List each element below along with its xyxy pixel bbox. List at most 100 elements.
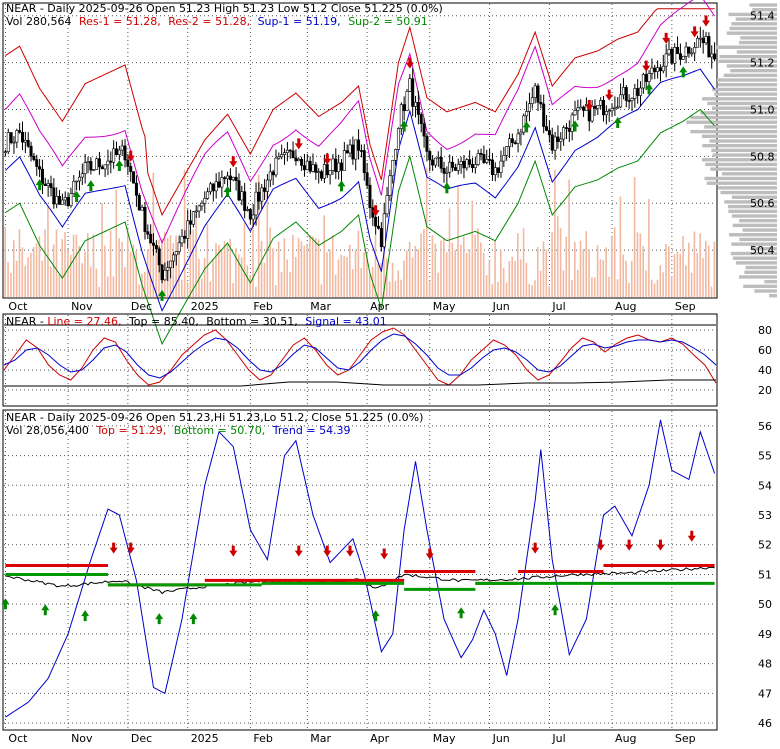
volume-bar [32, 247, 35, 297]
volume-profile-bar [719, 54, 777, 59]
candle-body [58, 195, 62, 205]
candle-body [582, 106, 586, 111]
candle-body [394, 149, 398, 161]
volume-bar [4, 226, 7, 297]
volume-bar [403, 260, 405, 297]
volume-bar [220, 250, 223, 297]
volume-bar [551, 232, 553, 297]
candle-body [89, 161, 93, 171]
candle-body [579, 106, 583, 109]
candle-body [217, 181, 221, 188]
candle-body [468, 159, 472, 165]
volume-bar [186, 282, 189, 297]
candle-body [428, 151, 432, 161]
volume-bar [534, 280, 536, 297]
candle-body [311, 164, 315, 172]
candle-body [55, 195, 59, 205]
candle-body [670, 49, 674, 64]
volume-bar [303, 245, 306, 297]
trend-buy-arrow [189, 613, 198, 625]
volume-bar [454, 250, 457, 297]
candle-body [228, 175, 232, 181]
volume-bar [314, 238, 317, 297]
trend-sell-arrow [687, 530, 696, 542]
candle-body [129, 166, 133, 172]
candle-body [453, 167, 457, 171]
volume-bar [460, 244, 462, 297]
candle-body [607, 110, 611, 112]
signal-arrows [35, 15, 711, 301]
volume-profile-bar [707, 101, 777, 106]
candle-body [564, 127, 568, 129]
sell-arrow [605, 89, 614, 101]
trend-y-tick-label: 55 [758, 450, 772, 463]
volume-bar [537, 247, 539, 297]
trend-sell-arrow [380, 548, 389, 560]
candle-body [337, 162, 341, 173]
candle-body [713, 53, 717, 60]
trend-buy-arrow [81, 610, 90, 622]
volume-bar [571, 280, 573, 297]
price-stats: Vol 280,564 Res-1 = 51.28, Res-2 = 51.28… [6, 15, 428, 28]
volume-bar [596, 245, 599, 297]
volume-bar [497, 281, 499, 297]
candle-body [710, 53, 714, 58]
volume-profile-bar [717, 78, 777, 82]
volume-profile-bar [704, 176, 777, 181]
volume-profile-bar [736, 50, 777, 54]
candle-body [72, 180, 76, 194]
volume-bar [633, 177, 636, 297]
volume-bar [346, 257, 348, 297]
candle-body [653, 67, 657, 72]
candle-body [377, 225, 381, 229]
candle-body [690, 52, 694, 55]
candle-body [593, 106, 597, 109]
volume-bar [437, 272, 439, 297]
trend-x-ticks: Oct Nov Dec 2025 Feb Mar Apr May Jun Jul Aug Sep [8, 732, 695, 745]
volume-bar [383, 217, 385, 297]
candle-body [257, 191, 261, 202]
volume-bar [109, 230, 112, 297]
candle-body [149, 233, 153, 244]
trend-sell-arrow [656, 539, 665, 551]
candle-body [379, 228, 383, 248]
volume-bar [223, 240, 226, 297]
candle-body [599, 100, 603, 106]
candle-body [630, 98, 634, 101]
trend-x-tick-label: Jun [492, 732, 510, 745]
candle-body [664, 53, 668, 67]
volume-bar [602, 260, 605, 297]
candle-body [21, 132, 25, 143]
candle-body [211, 183, 215, 192]
candle-body [234, 176, 238, 181]
candle-body [354, 139, 358, 160]
price-x-tick-label: Mar [310, 300, 331, 313]
volume-bar [656, 279, 659, 297]
volume-bar [18, 229, 21, 297]
trend-sell-arrow [531, 542, 540, 554]
volume-bar [699, 233, 701, 297]
volume-bar [260, 240, 263, 297]
candle-body [35, 159, 39, 167]
candle-body [408, 78, 412, 92]
candle-body [678, 53, 682, 60]
candle-body [613, 106, 617, 109]
trend-top-label: Top = 51.29, [95, 424, 166, 437]
volume-bar [702, 258, 704, 297]
volume-profile-bar [729, 233, 777, 237]
volume-bar [363, 252, 365, 297]
oscillator-top-label: Top = 85.40, [128, 315, 199, 328]
buy-arrow [223, 185, 232, 197]
volume-bar [613, 227, 616, 297]
volume-bar [690, 272, 693, 297]
trend-x-tick-label: 2025 [191, 732, 219, 745]
volume-bar [84, 251, 86, 297]
volume-profile-bar [704, 125, 777, 129]
sell-arrow [229, 156, 238, 168]
candle-body [559, 138, 563, 142]
volume-profile-bar [711, 148, 777, 153]
volume-bar [443, 238, 445, 297]
volume-bar [474, 235, 476, 297]
candle-body [146, 231, 150, 235]
trend-volume: Vol 28,056,400 [6, 424, 89, 437]
